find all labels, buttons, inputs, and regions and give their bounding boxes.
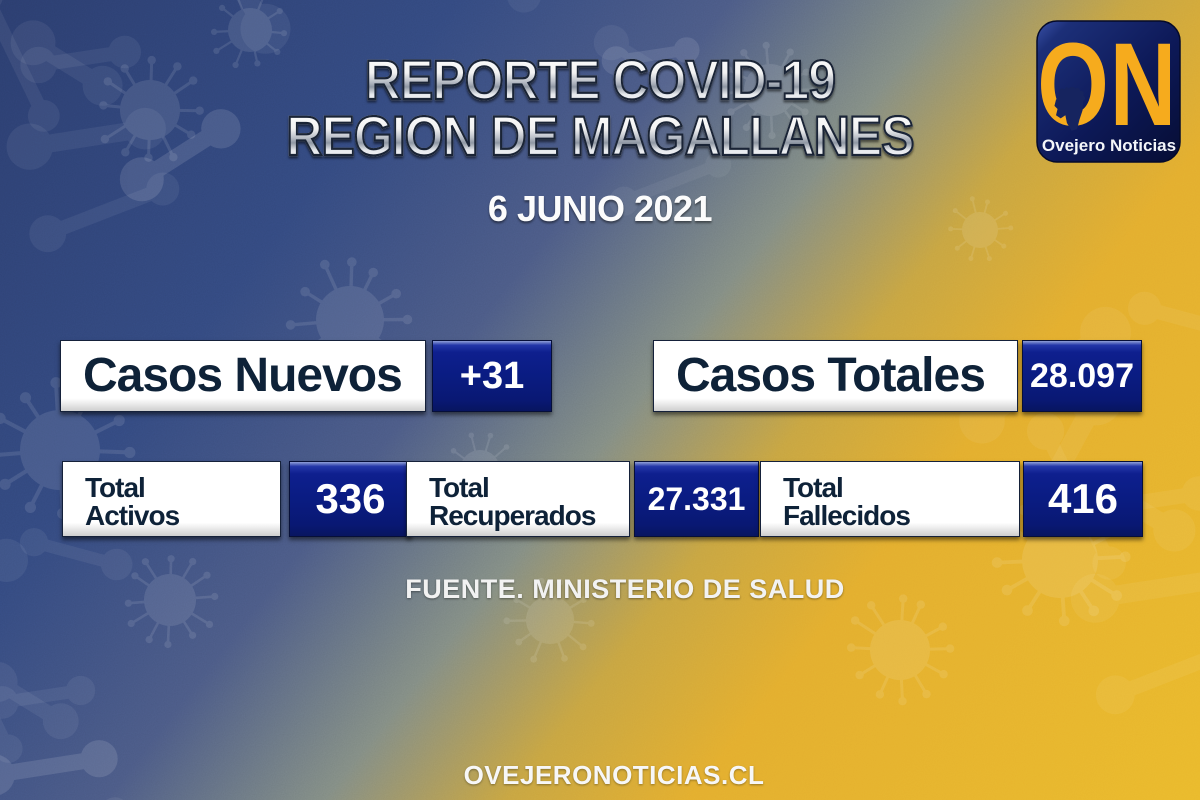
svg-text:Ovejero Noticias: Ovejero Noticias — [1042, 136, 1176, 155]
svg-text:N: N — [1110, 20, 1176, 151]
svg-text:O: O — [1037, 20, 1109, 151]
